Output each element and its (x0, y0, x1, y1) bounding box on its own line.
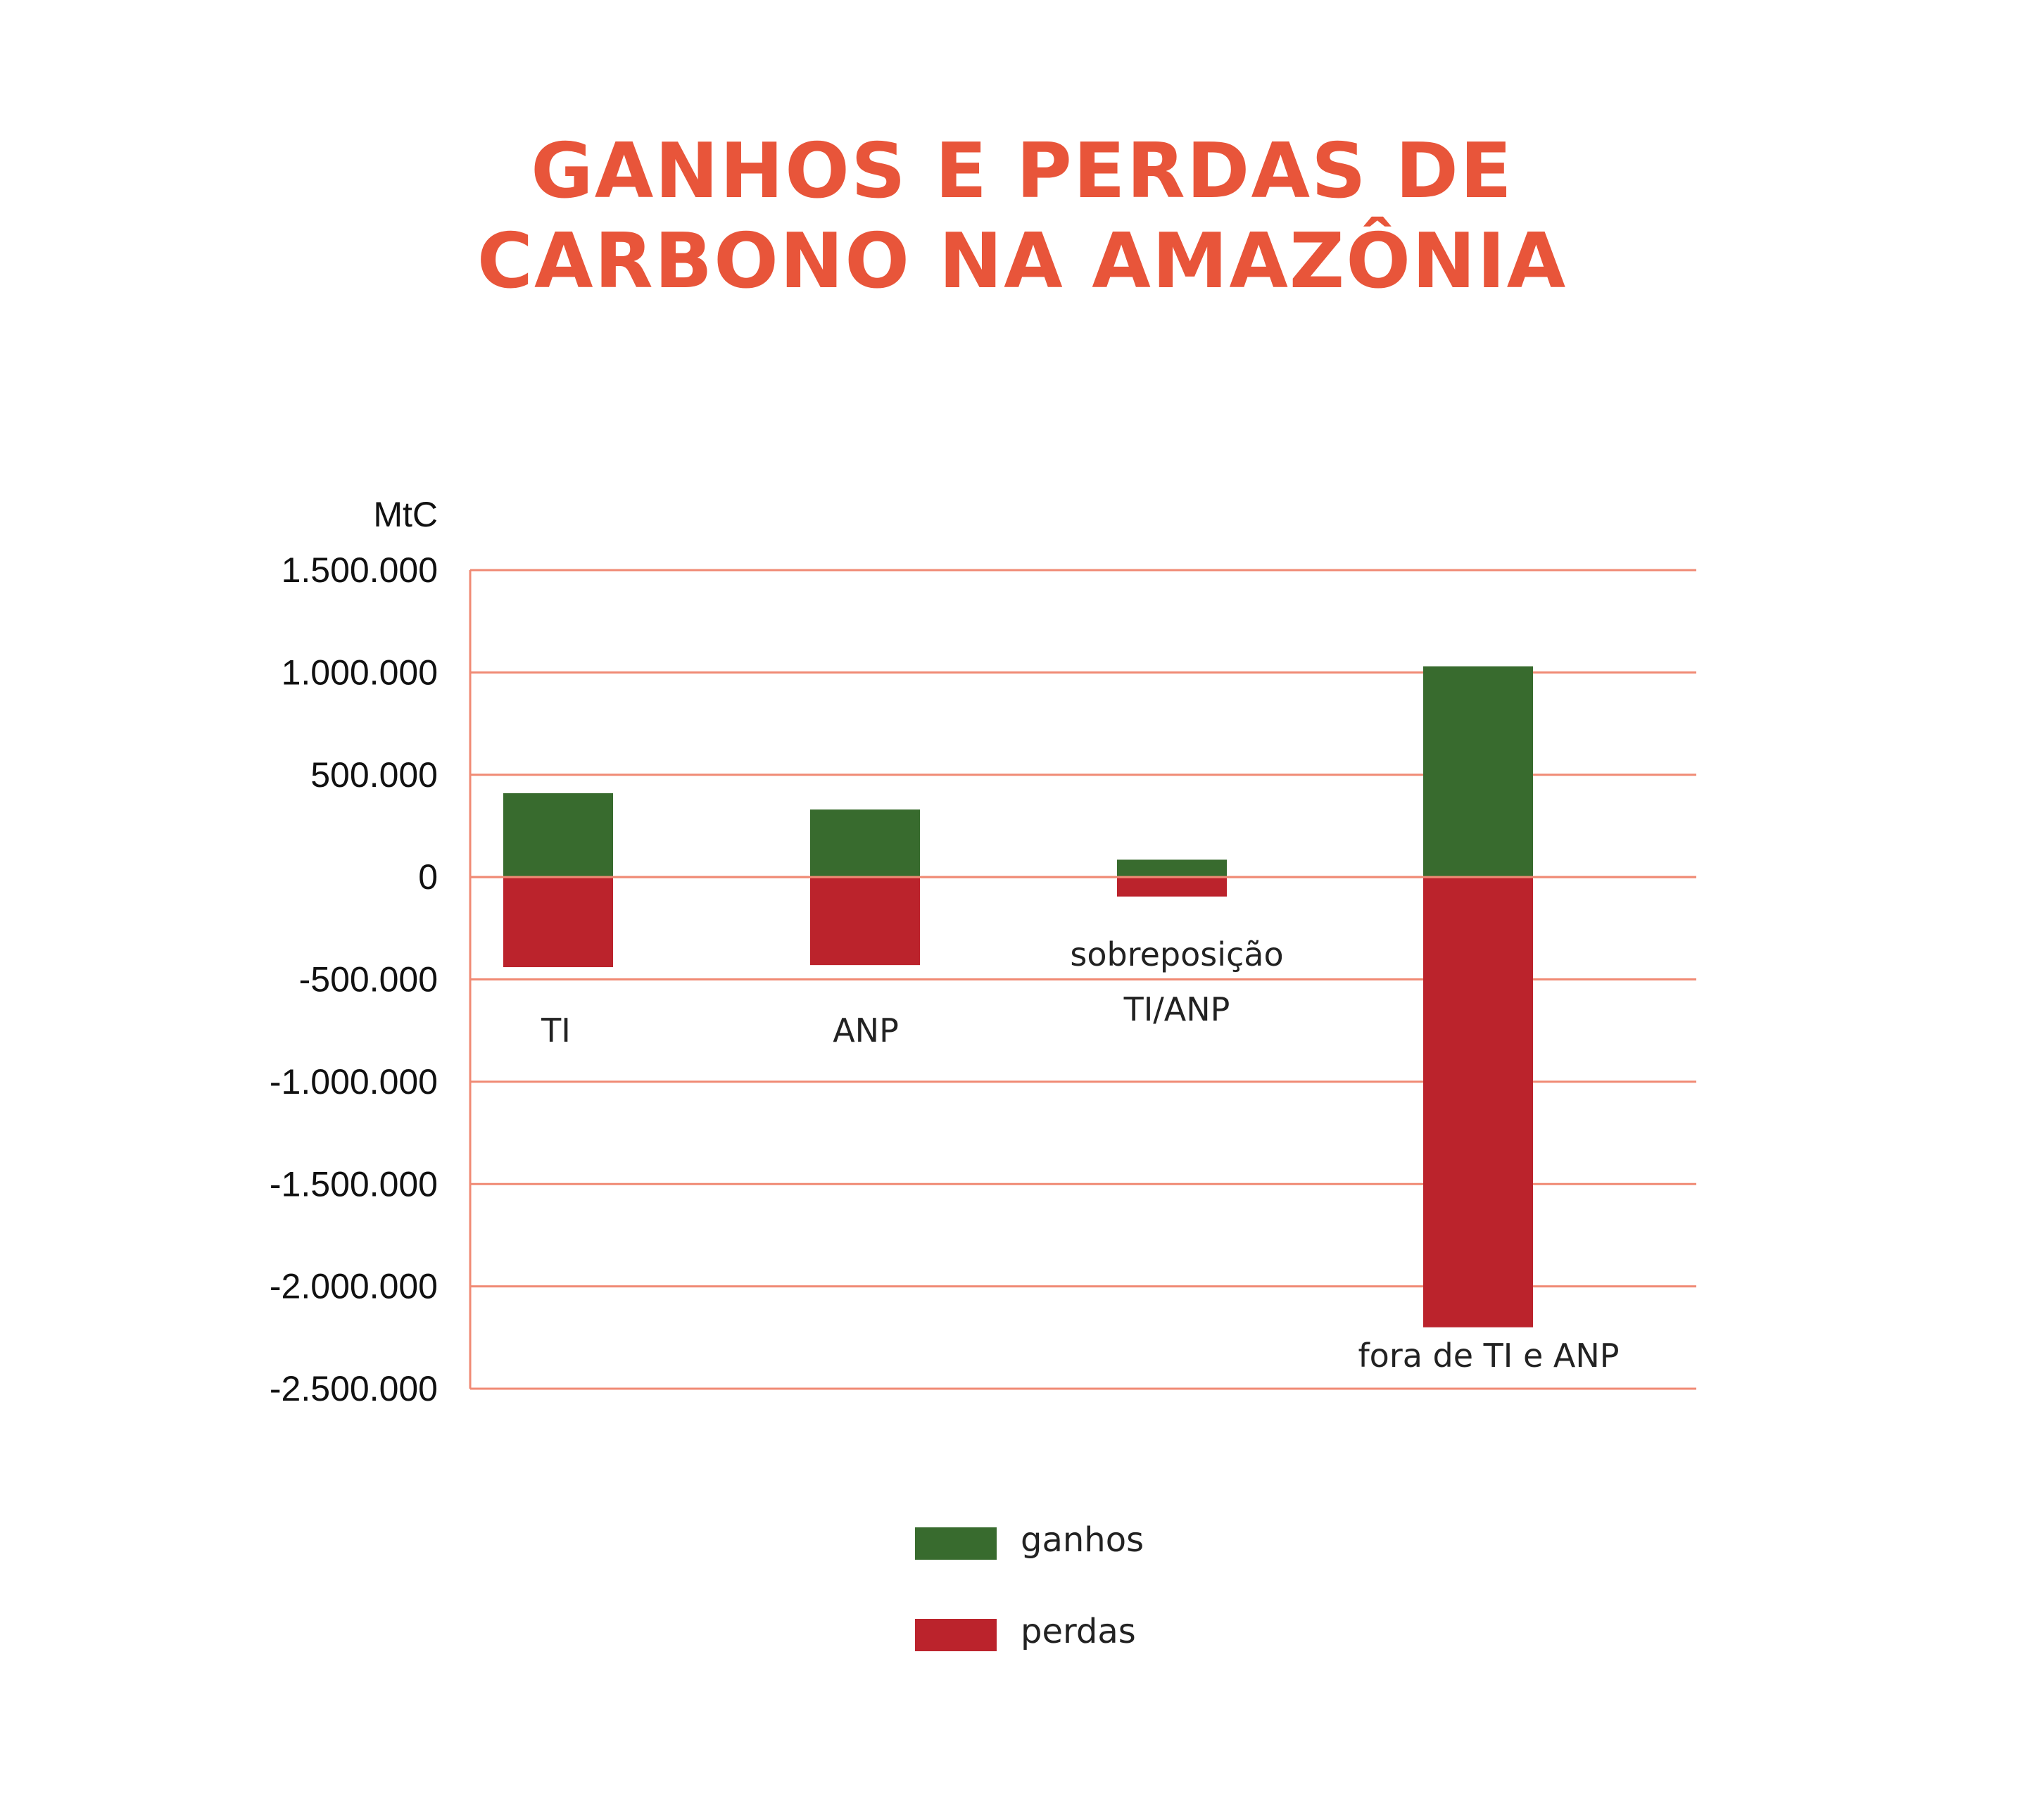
y-tick-label: -2.000.000 (270, 1267, 438, 1306)
y-tick-label: 500.000 (310, 755, 438, 795)
bar-perdas (810, 877, 920, 966)
y-tick-label: -2.500.000 (270, 1369, 438, 1408)
y-axis-label: MtC (373, 495, 438, 534)
bar-perdas (503, 877, 613, 968)
bar-ganhos (1423, 666, 1533, 878)
y-tick-label: -1.000.000 (270, 1062, 438, 1102)
bar-ganhos (503, 793, 613, 878)
y-tick-label: 0 (418, 857, 438, 897)
legend-label-perdas: perdas (1021, 1612, 1136, 1651)
bar-ganhos (1117, 859, 1227, 878)
category-label: TI (541, 1011, 571, 1049)
category-label: ANP (833, 1011, 899, 1049)
category-label: sobreposição (1070, 935, 1283, 973)
y-tick-label: -500.000 (299, 960, 438, 999)
legend-label-ganhos: ganhos (1021, 1520, 1144, 1560)
legend-swatch-ganhos (915, 1527, 997, 1560)
chart-title-line2: CARBONO NA AMAZÔNIA (477, 217, 1567, 305)
y-tick-label: -1.500.000 (270, 1164, 438, 1204)
bar-perdas (1423, 877, 1533, 1327)
category-label: fora de TI e ANP (1358, 1337, 1619, 1375)
category-label: TI/ANP (1123, 990, 1230, 1028)
bar-ganhos (810, 809, 920, 878)
chart-title-line1: GANHOS E PERDAS DE (531, 127, 1513, 215)
chart-title: GANHOS E PERDAS DE CARBONO NA AMAZÔNIA (0, 127, 2044, 307)
bar-perdas (1117, 877, 1227, 897)
legend-swatch-perdas (915, 1619, 997, 1651)
y-tick-label: 1.500.000 (282, 550, 438, 590)
y-tick-label: 1.000.000 (282, 652, 438, 692)
